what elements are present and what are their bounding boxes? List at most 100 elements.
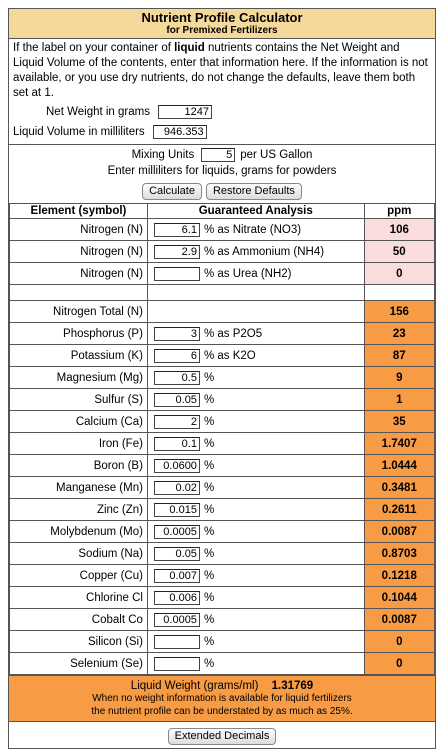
- table-row: Phosphorus (P) % as P2O5 23: [9, 322, 436, 345]
- liquid-weight-value: 1.31769: [271, 680, 314, 692]
- table-row: Calcium (Ca)% 35: [9, 410, 436, 433]
- analysis-input[interactable]: [153, 436, 200, 451]
- nitrogen-row: Nitrogen (N) % as Urea (NH2) 0: [9, 262, 436, 285]
- analysis-header: Guaranteed Analysis: [146, 203, 365, 219]
- analysis-cell: % as K2O: [146, 344, 365, 367]
- spacer-row: [9, 284, 436, 301]
- analysis-input[interactable]: [153, 414, 200, 429]
- analysis-suffix: %: [203, 613, 215, 626]
- analysis-suffix: %: [203, 657, 215, 670]
- bottom-bar: Extended Decimals: [9, 721, 435, 748]
- analysis-cell: %: [146, 476, 365, 499]
- liquid-volume-input[interactable]: [152, 125, 207, 139]
- analysis-input[interactable]: [153, 546, 200, 561]
- table-row: Sulfur (S)% 1: [9, 388, 436, 411]
- page-subtitle: for Premixed Fertilizers: [166, 25, 278, 36]
- analysis-suffix: % as Urea (NH2): [203, 267, 292, 280]
- analysis-suffix: %: [203, 591, 215, 604]
- ppm-value: 106: [363, 218, 436, 241]
- table-row: Potassium (K) % as K2O 87: [9, 344, 436, 367]
- table-row: Cobalt Co% 0.0087: [9, 608, 436, 631]
- analysis-input[interactable]: [153, 634, 200, 649]
- nitrogen-row: Nitrogen (N) % as Ammonium (NH4) 50: [9, 240, 436, 263]
- ppm-value: 23: [363, 322, 436, 345]
- ppm-value: 0.8703: [363, 542, 436, 565]
- mixing-units-input[interactable]: [201, 148, 236, 162]
- ppm-value: 0: [363, 652, 436, 675]
- element-label: Nitrogen (N): [9, 262, 148, 285]
- analysis-suffix: %: [203, 393, 215, 406]
- table-header-row: Element (symbol) Guaranteed Analysis ppm: [9, 203, 436, 219]
- liquid-weight-note-1: When no weight information is available …: [92, 693, 352, 704]
- ppm-value: 0.3481: [363, 476, 436, 499]
- analysis-input[interactable]: [153, 266, 200, 281]
- analysis-cell: %: [146, 520, 365, 543]
- analysis-cell: %: [146, 366, 365, 389]
- analysis-input[interactable]: [153, 348, 200, 363]
- ppm-value: 50: [363, 240, 436, 263]
- analysis-suffix: %: [203, 459, 215, 472]
- analysis-input[interactable]: [153, 480, 200, 495]
- element-label: Phosphorus (P): [9, 322, 148, 345]
- mixing-units-row: Mixing Units per US Gallon: [9, 147, 435, 163]
- element-header: Element (symbol): [9, 203, 148, 219]
- table-row: Sodium (Na)% 0.8703: [9, 542, 436, 565]
- ppm-value: 0.2611: [363, 498, 436, 521]
- calculate-button[interactable]: Calculate: [142, 182, 202, 200]
- analysis-suffix: %: [203, 569, 215, 582]
- ppm-value: 0.0087: [363, 608, 436, 631]
- instructions-post: nutrients contains the Net Weight and Li…: [13, 42, 428, 99]
- analysis-input[interactable]: [153, 326, 200, 341]
- analysis-input[interactable]: [153, 458, 200, 473]
- ppm-value: 0: [363, 262, 436, 285]
- ppm-value: 0: [363, 630, 436, 653]
- instructions-pre: If the label on your container of: [13, 42, 175, 54]
- net-weight-row: Net Weight in grams: [9, 102, 435, 122]
- analysis-input[interactable]: [153, 370, 200, 385]
- instructions-text: If the label on your container of liquid…: [9, 39, 435, 102]
- analysis-input[interactable]: [153, 524, 200, 539]
- analysis-suffix: % as P2O5: [203, 327, 263, 340]
- analysis-cell: % as Nitrate (NO3): [146, 218, 365, 241]
- analysis-input[interactable]: [153, 244, 200, 259]
- analysis-cell: % as Ammonium (NH4): [146, 240, 365, 263]
- table-row: Zinc (Zn)% 0.2611: [9, 498, 436, 521]
- analysis-suffix: % as K2O: [203, 349, 256, 362]
- element-label: Manganese (Mn): [9, 476, 148, 499]
- page-title: Nutrient Profile Calculator: [141, 10, 303, 25]
- element-label: Selenium (Se): [9, 652, 148, 675]
- analysis-input[interactable]: [153, 392, 200, 407]
- restore-defaults-button[interactable]: Restore Defaults: [205, 182, 302, 200]
- ppm-value: 9: [363, 366, 436, 389]
- element-label: Silicon (Si): [9, 630, 148, 653]
- analysis-input[interactable]: [153, 502, 200, 517]
- element-label: Cobalt Co: [9, 608, 148, 631]
- analysis-suffix: %: [203, 503, 215, 516]
- nitrogen-row: Nitrogen (N) % as Nitrate (NO3) 106: [9, 218, 436, 241]
- liquid-volume-label: Liquid Volume in milliliters: [13, 126, 145, 138]
- ppm-value: 1.0444: [363, 454, 436, 477]
- liquid-weight-row: Liquid Weight (grams/ml) 1.31769: [9, 680, 435, 692]
- ppm-value: 0.1044: [363, 586, 436, 609]
- table-row: Manganese (Mn)% 0.3481: [9, 476, 436, 499]
- net-weight-input[interactable]: [157, 105, 212, 119]
- table-row: Copper (Cu)% 0.1218: [9, 564, 436, 587]
- element-label: Magnesium (Mg): [9, 366, 148, 389]
- table-row: Boron (B)% 1.0444: [9, 454, 436, 477]
- analysis-input[interactable]: [153, 590, 200, 605]
- ppm-value: 35: [363, 410, 436, 433]
- analysis-input[interactable]: [153, 612, 200, 627]
- extended-decimals-button[interactable]: Extended Decimals: [167, 727, 277, 745]
- analysis-cell: %: [146, 432, 365, 455]
- mixing-hint: Enter milliliters for liquids, grams for…: [107, 165, 337, 177]
- analysis-input[interactable]: [153, 656, 200, 671]
- table-row: Magnesium (Mg)% 9: [9, 366, 436, 389]
- analysis-input[interactable]: [153, 568, 200, 583]
- liquid-volume-row: Liquid Volume in milliliters: [9, 122, 435, 142]
- analysis-cell: %: [146, 454, 365, 477]
- analysis-input[interactable]: [153, 222, 200, 237]
- liquid-weight-note-2: the nutrient profile can be understated …: [91, 706, 353, 717]
- analysis-suffix: % as Ammonium (NH4): [203, 245, 325, 258]
- ppm-value: 1: [363, 388, 436, 411]
- nitrogen-total-row: Nitrogen Total (N) 156: [9, 300, 436, 323]
